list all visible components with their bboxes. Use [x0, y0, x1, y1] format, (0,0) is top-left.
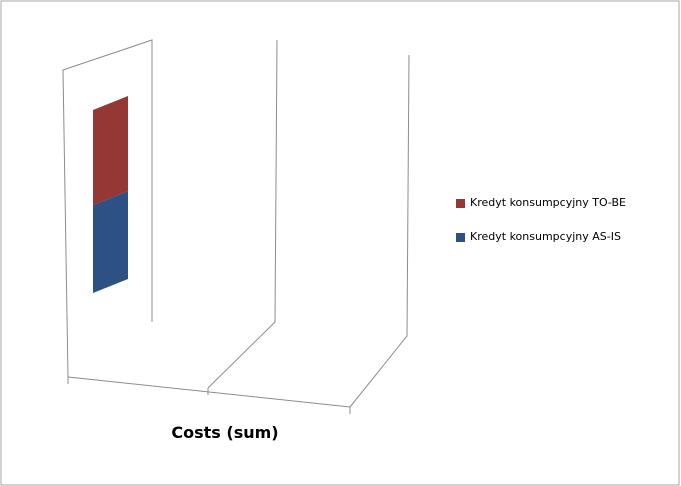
- gridline-left: [62, 39, 153, 378]
- legend-label-as-is: Kredyt konsumpcyjny AS-IS: [470, 230, 621, 243]
- legend-swatch-as-is: [456, 233, 465, 242]
- legend-item-to-be: Kredyt konsumpcyjny TO-BE: [456, 196, 671, 210]
- bar-segment-as-is: [93, 191, 128, 293]
- bar-group: [93, 96, 128, 293]
- legend-label-to-be: Kredyt konsumpcyjny TO-BE: [470, 196, 626, 209]
- gridline-middle: [207, 39, 278, 389]
- legend-item-as-is: Kredyt konsumpcyjny AS-IS: [456, 230, 671, 244]
- gridline-right: [349, 54, 410, 408]
- x-axis-line: [67, 376, 351, 408]
- bar-segment-to-be: [93, 96, 128, 206]
- legend-swatch-to-be: [456, 199, 465, 208]
- back-wall-gridlines: [62, 39, 410, 408]
- legend: Kredyt konsumpcyjny TO-BE Kredyt konsump…: [456, 196, 671, 264]
- x-axis: [67, 376, 351, 414]
- x-axis-title: Costs (sum): [171, 423, 279, 442]
